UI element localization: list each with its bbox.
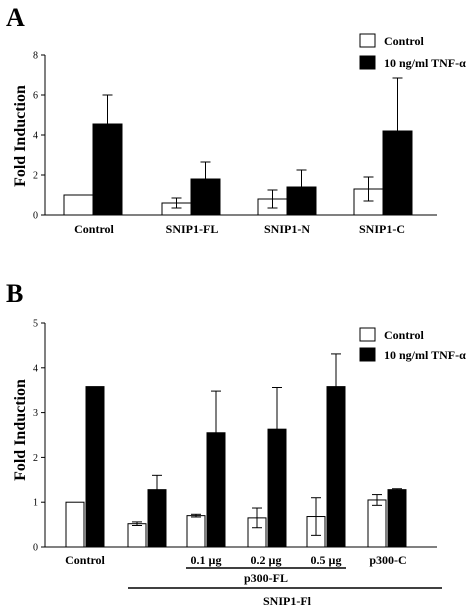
y-axis-title-b: Fold Induction [12, 379, 29, 481]
error-bar-b-control-3 [252, 507, 262, 529]
error-bar-a-control-1 [171, 197, 182, 209]
legend-swatch-tnf-b [359, 347, 376, 362]
bar-b-tnf-0 [85, 386, 105, 548]
bar-a-tnf-2 [286, 186, 317, 216]
legend-label-tnf-a: 10 ng/ml TNF-α [384, 56, 466, 70]
bar-b-tnf-5 [387, 489, 407, 548]
error-bar-b-tnf-3 [272, 387, 282, 430]
y-tick-label-a: 6 [33, 91, 38, 102]
bar-b-tnf-4 [326, 386, 346, 548]
panel-letter-a: A [6, 3, 25, 32]
legend-label-control-b: Control [384, 328, 424, 342]
y-tick-label-a: 0 [33, 211, 38, 222]
bar-b-control-0 [65, 501, 85, 548]
bar-a-tnf-0 [92, 123, 123, 216]
x-category-label-b: 0.5 µg [311, 553, 342, 567]
y-tick-label-b: 4 [33, 363, 38, 374]
error-bar-a-tnf-3 [392, 77, 403, 131]
x-category-label-a: SNIP1-C [359, 222, 405, 236]
x-category-label-b: p300-C [369, 553, 406, 567]
bar-b-control-5 [367, 499, 387, 548]
y-tick-label-a: 2 [33, 171, 38, 182]
legend-b: Control 10 ng/ml TNF-α [359, 327, 466, 362]
x-category-label-b: 0.1 µg [191, 553, 222, 567]
bar-a-tnf-1 [190, 178, 221, 216]
chart-panel-b: Fold Induction 0 1 2 3 4 5 Control 0.1 µg 0.2 µ… [12, 319, 466, 609]
bar-a-control-0 [63, 194, 94, 216]
error-bar-b-tnf-2 [211, 390, 221, 433]
y-axis-title-a: Fold Induction [12, 85, 29, 187]
x-category-label-b: 0.2 µg [251, 553, 282, 567]
legend-a: Control 10 ng/ml TNF-α [359, 33, 466, 70]
y-tick-label-b: 1 [33, 498, 38, 509]
panel-letter-b: B [6, 279, 23, 308]
legend-label-control-a: Control [384, 34, 424, 48]
y-tick-label-a: 8 [33, 51, 38, 62]
x-category-label-a: SNIP1-FL [166, 222, 219, 236]
error-bar-b-tnf-4 [331, 353, 341, 387]
bar-a-tnf-3 [382, 130, 413, 216]
error-bar-a-tnf-2 [296, 169, 307, 187]
x-category-label-a: SNIP1-N [264, 222, 310, 236]
bar-b-tnf-2 [206, 432, 226, 548]
error-bar-b-control-2 [191, 513, 201, 518]
error-bar-a-control-3 [363, 176, 374, 202]
error-bar-a-control-2 [267, 189, 278, 209]
y-tick-label-b: 2 [33, 453, 38, 464]
error-bar-b-tnf-1 [152, 474, 162, 490]
chart-panel-a: Fold Induction 0 2 4 6 8 Control SNIP1-FL SNIP… [12, 33, 466, 236]
x-category-label-a: Control [74, 222, 114, 236]
snip-group-label: SNIP1-Fl [263, 594, 312, 608]
y-tick-label-a: 4 [33, 131, 38, 142]
y-tick-label-b: 3 [33, 408, 38, 419]
bar-b-control-1 [127, 523, 147, 548]
legend-swatch-control-a [359, 33, 376, 48]
x-category-label-b: Control [65, 553, 105, 567]
error-bar-a-tnf-0 [102, 94, 113, 124]
y-tick-label-b: 0 [33, 543, 38, 554]
bar-b-tnf-3 [267, 428, 287, 548]
legend-swatch-control-b [359, 327, 376, 342]
error-bar-a-tnf-1 [200, 161, 211, 179]
y-tick-label-b: 5 [33, 319, 38, 330]
error-bar-b-control-1 [132, 521, 142, 526]
legend-label-tnf-b: 10 ng/ml TNF-α [384, 348, 466, 362]
error-bar-b-control-5 [372, 494, 382, 506]
bar-b-tnf-1 [147, 489, 167, 548]
legend-swatch-tnf-a [359, 55, 376, 70]
error-bar-b-control-4 [311, 497, 321, 536]
p300-group-label: p300-FL [244, 571, 288, 585]
bar-b-control-2 [186, 515, 206, 548]
error-bar-b-tnf-5 [392, 488, 402, 490]
